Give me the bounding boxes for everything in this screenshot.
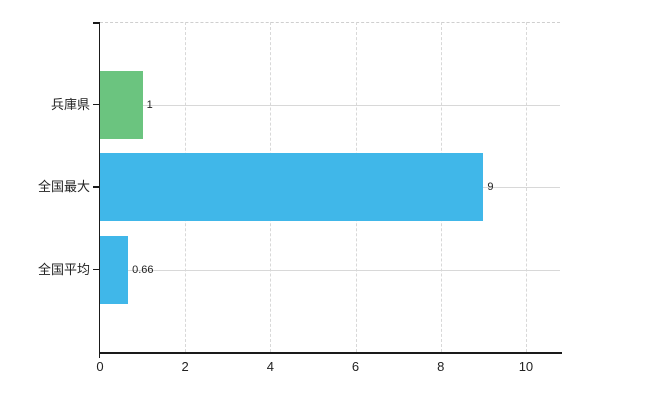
bar-value-label: 9 xyxy=(487,181,494,193)
x-tick-label: 6 xyxy=(351,359,360,374)
bar-value-label: 1 xyxy=(146,98,153,111)
x-tick-label: 10 xyxy=(518,359,534,374)
x-tick-label: 0 xyxy=(96,359,104,374)
bar xyxy=(100,70,143,139)
x-tick-label: 8 xyxy=(437,359,445,374)
plot-top-border xyxy=(100,22,560,23)
y-axis-tick xyxy=(93,268,100,271)
category-label: 兵庫県 xyxy=(50,96,90,112)
category-label: 全国平均 xyxy=(37,261,90,277)
category-label: 全国最大 xyxy=(37,179,90,194)
y-axis-line xyxy=(98,22,100,358)
horizontal-gridline xyxy=(100,269,560,271)
horizontal-gridline xyxy=(100,104,560,106)
x-axis-line xyxy=(98,352,562,354)
x-tick-label: 2 xyxy=(181,359,189,374)
y-axis-tick xyxy=(93,186,100,188)
bar xyxy=(100,235,129,304)
y-axis-tick xyxy=(93,103,100,106)
bar xyxy=(100,153,484,221)
y-axis-top-tick xyxy=(93,22,100,24)
x-tick-label: 4 xyxy=(266,359,274,374)
bar-value-label: 0.66 xyxy=(132,263,154,276)
